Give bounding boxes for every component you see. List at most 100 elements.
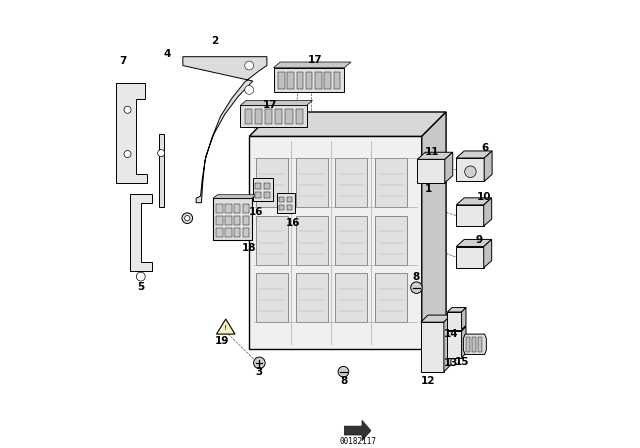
Polygon shape [216,319,235,334]
Bar [159,134,164,207]
Text: 6: 6 [481,143,488,153]
Polygon shape [249,136,422,349]
Bar [287,197,292,202]
Polygon shape [445,152,452,183]
Text: 18: 18 [242,243,257,253]
Bar [273,68,344,92]
Bar [255,192,261,198]
Polygon shape [484,198,492,226]
Bar [324,72,331,89]
Polygon shape [447,327,466,331]
Polygon shape [461,308,466,330]
Text: 9: 9 [476,235,483,246]
Polygon shape [463,334,486,354]
Polygon shape [344,420,371,441]
Bar [241,105,307,128]
Text: 2: 2 [211,36,218,46]
Bar [234,228,241,237]
Bar [255,109,262,125]
Bar [296,216,328,265]
Circle shape [136,272,145,281]
Polygon shape [484,239,492,268]
Text: 11: 11 [425,147,439,157]
Bar [375,159,407,207]
Text: 8: 8 [340,375,348,386]
Bar [255,183,261,190]
Text: 17: 17 [308,55,323,65]
Circle shape [465,166,476,177]
Polygon shape [484,151,492,181]
Circle shape [253,357,265,369]
Polygon shape [456,158,484,181]
Polygon shape [130,194,152,271]
Bar [264,183,270,190]
Text: 7: 7 [120,56,127,66]
Bar [225,228,232,237]
Bar [278,72,285,89]
Bar [256,273,288,322]
Text: 3: 3 [256,367,263,377]
Text: 13: 13 [444,358,458,368]
Bar [234,216,241,225]
Bar [275,109,282,125]
Polygon shape [417,159,445,183]
Bar [315,72,322,89]
Bar [243,228,249,237]
Circle shape [411,282,422,293]
Bar [243,204,249,213]
Bar [287,205,292,210]
Polygon shape [456,205,484,226]
Bar [477,337,482,352]
Polygon shape [213,195,256,198]
Circle shape [124,106,131,113]
Circle shape [338,366,349,377]
Bar [243,216,249,225]
Circle shape [244,61,253,70]
Text: 14: 14 [444,329,458,339]
Circle shape [244,86,253,94]
Bar [216,228,223,237]
Bar [306,72,312,89]
Text: 16: 16 [286,218,301,228]
Text: 19: 19 [214,336,229,346]
Bar [335,159,367,207]
Bar [213,198,252,240]
Text: 10: 10 [476,192,491,202]
Polygon shape [241,100,312,105]
Bar [333,72,340,89]
Circle shape [157,150,164,157]
Bar [234,204,241,213]
Text: 8: 8 [413,271,420,282]
Bar [244,109,252,125]
Circle shape [182,213,193,224]
Bar [265,109,272,125]
Bar [285,109,292,125]
Polygon shape [116,83,147,183]
Text: 15: 15 [455,357,470,367]
Bar [279,197,284,202]
Polygon shape [421,315,451,322]
Bar [296,72,303,89]
Bar [335,273,367,322]
Text: 17: 17 [263,100,278,110]
Bar [375,273,407,322]
Polygon shape [273,62,351,68]
Polygon shape [183,57,267,202]
Polygon shape [447,331,461,358]
Bar [296,109,303,125]
Bar [256,159,288,207]
Bar [253,178,273,201]
Bar [279,205,284,210]
Polygon shape [447,308,466,312]
Text: 12: 12 [420,375,435,386]
Bar [296,273,328,322]
Bar [276,193,295,213]
Bar [225,216,232,225]
Polygon shape [456,246,484,268]
Polygon shape [447,312,461,330]
Polygon shape [456,239,492,246]
Polygon shape [422,112,446,349]
Text: 4: 4 [164,49,171,60]
Text: !: ! [225,325,227,331]
Text: 5: 5 [137,282,145,292]
